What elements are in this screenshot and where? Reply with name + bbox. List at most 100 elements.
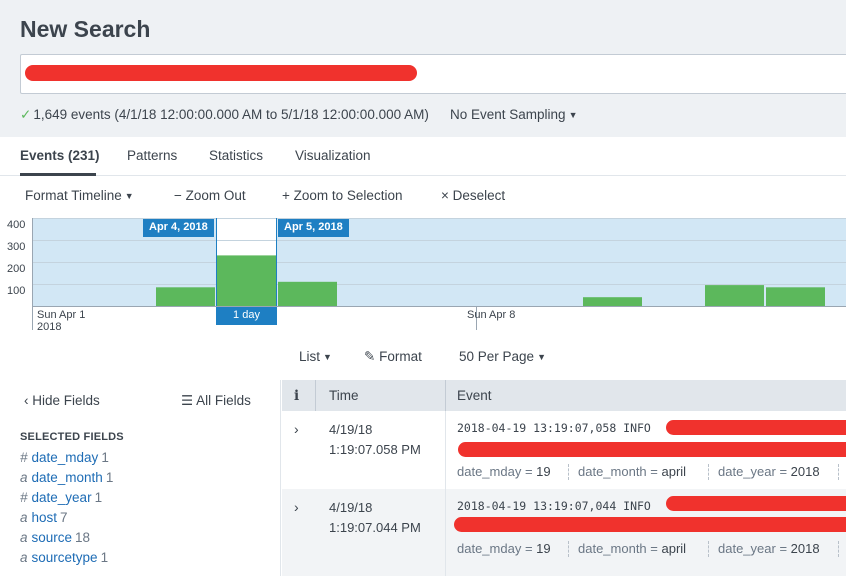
field-item[interactable]: # date_year 1 <box>20 490 102 505</box>
list-view-dropdown[interactable]: List ▼ <box>299 349 332 364</box>
event-time: 4/19/18 1:19:07.044 PM <box>329 498 421 538</box>
redaction-mark <box>458 442 846 457</box>
field-type-icon: # <box>20 490 28 505</box>
tab-patterns[interactable]: Patterns <box>127 148 178 163</box>
field-name: source <box>31 530 73 545</box>
field-count: 1 <box>94 490 103 505</box>
column-divider <box>445 489 446 576</box>
check-icon: ✓ <box>20 107 32 122</box>
hide-fields-label: Hide Fields <box>32 393 100 408</box>
active-tab-indicator <box>20 173 96 176</box>
event-field[interactable]: date_month = april <box>578 464 687 479</box>
y-tick-label: 300 <box>7 241 26 253</box>
event-raw-text: 2018-04-19 13:19:07,058 INFO <box>457 421 651 435</box>
y-tick-label: 200 <box>7 263 26 275</box>
x-axis-label-line: Sun Apr 1 <box>37 309 86 321</box>
all-fields-button[interactable]: ☰ All Fields <box>181 393 251 409</box>
field-item[interactable]: a sourcetype 1 <box>20 550 108 565</box>
timeline-bar <box>156 287 215 306</box>
zoom-out-button[interactable]: − Zoom Out <box>174 188 246 203</box>
search-input[interactable] <box>20 54 846 94</box>
chevron-right-icon[interactable]: › <box>294 421 299 437</box>
zoom-out-label: Zoom Out <box>185 188 246 203</box>
per-page-label: 50 Per Page <box>459 349 535 364</box>
event-count-status: ✓ 1,649 events (4/1/18 12:00:00.000 AM to… <box>20 107 429 123</box>
tab-statistics[interactable]: Statistics <box>209 148 264 163</box>
field-type-icon: a <box>20 470 28 485</box>
fields-sidebar: ‹ Hide Fields ☰ All Fields SELECTED FIEL… <box>0 380 281 576</box>
event-field[interactable]: date_year = 2018 <box>718 464 820 479</box>
zoom-to-selection-label: Zoom to Selection <box>293 188 403 203</box>
per-page-dropdown[interactable]: 50 Per Page ▼ <box>459 349 546 364</box>
x-axis-label-line: Sun Apr 8 <box>467 309 516 321</box>
event-clock: 1:19:07.044 PM <box>329 520 421 535</box>
table-row: › 4/19/18 1:19:07.044 PM 2018-04-19 13:1… <box>282 489 846 576</box>
redaction-mark <box>666 420 846 435</box>
caret-down-icon: ▼ <box>568 110 578 120</box>
format-timeline-button[interactable]: Format Timeline ▼ <box>25 188 134 203</box>
field-name: host <box>31 510 58 525</box>
format-label: Format <box>379 349 422 364</box>
deselect-button[interactable]: × Deselect <box>441 188 505 203</box>
field-divider <box>568 464 569 480</box>
format-button[interactable]: ✎ Format <box>364 349 422 365</box>
caret-down-icon: ▼ <box>323 352 332 362</box>
time-column-header[interactable]: Time <box>329 388 359 403</box>
event-field-key: date_year <box>718 541 776 556</box>
plus-icon: + <box>282 188 290 203</box>
field-type-icon: a <box>20 530 28 545</box>
event-date: 4/19/18 <box>329 500 373 515</box>
event-raw-text: 2018-04-19 13:19:07,044 INFO <box>457 499 651 513</box>
field-item[interactable]: a date_month 1 <box>20 470 113 485</box>
event-field-key: date_mday <box>457 541 522 556</box>
event-field-value: 2018 <box>790 541 820 556</box>
tab-events[interactable]: Events (231) <box>20 148 100 163</box>
event-field[interactable]: date_month = april <box>578 541 687 556</box>
chevron-right-icon[interactable]: › <box>294 499 299 515</box>
timeline-chart[interactable]: 400 300 200 100 <box>0 216 846 336</box>
page-title: New Search <box>20 16 151 42</box>
list-icon: ☰ <box>181 393 194 408</box>
event-column-header: Event <box>457 388 492 403</box>
format-timeline-label: Format Timeline <box>25 188 122 203</box>
event-sampling-dropdown[interactable]: No Event Sampling ▼ <box>450 107 577 122</box>
timeline-bar <box>766 287 825 306</box>
chevron-left-icon: ‹ <box>24 393 29 408</box>
selected-fields-heading: SELECTED FIELDS <box>20 431 124 443</box>
event-field-value: 19 <box>536 464 551 479</box>
event-sampling-label: No Event Sampling <box>450 107 566 122</box>
x-axis-label: Sun Apr 1 2018 <box>37 309 85 333</box>
field-count: 7 <box>60 510 68 525</box>
deselect-label: Deselect <box>452 188 506 203</box>
event-field[interactable]: date_mday = 19 <box>457 464 551 479</box>
event-time: 4/19/18 1:19:07.058 PM <box>329 420 421 460</box>
field-item[interactable]: a host 7 <box>20 510 68 525</box>
minus-icon: − <box>174 188 182 203</box>
column-divider <box>315 380 316 411</box>
field-count: 1 <box>105 470 114 485</box>
field-count: 1 <box>101 450 109 465</box>
x-axis-label-line: 2018 <box>37 321 62 333</box>
selection-start-label: Apr 4, 2018 <box>143 219 214 237</box>
column-divider <box>445 380 446 411</box>
redaction-mark <box>25 65 417 81</box>
field-item[interactable]: a source 18 <box>20 530 90 545</box>
timeline-bar <box>217 255 276 306</box>
hide-fields-button[interactable]: ‹ Hide Fields <box>24 393 100 408</box>
y-tick-label: 100 <box>7 285 26 297</box>
event-field[interactable]: date_year = 2018 <box>718 541 820 556</box>
list-label: List <box>299 349 321 364</box>
field-divider <box>568 541 569 557</box>
event-field[interactable]: date_mday = 19 <box>457 541 551 556</box>
event-field-value: 2018 <box>790 464 820 479</box>
event-date: 4/19/18 <box>329 422 373 437</box>
event-field-value: 19 <box>536 541 551 556</box>
field-item[interactable]: # date_mday 1 <box>20 450 109 465</box>
redaction-mark <box>666 496 846 511</box>
zoom-to-selection-button[interactable]: + Zoom to Selection <box>282 188 402 203</box>
tab-visualization[interactable]: Visualization <box>295 148 371 163</box>
field-count: 18 <box>75 530 91 545</box>
event-count-text: 1,649 events (4/1/18 12:00:00.000 AM to … <box>33 107 429 122</box>
timeline-bar <box>583 297 642 306</box>
field-name: date_month <box>31 470 103 485</box>
